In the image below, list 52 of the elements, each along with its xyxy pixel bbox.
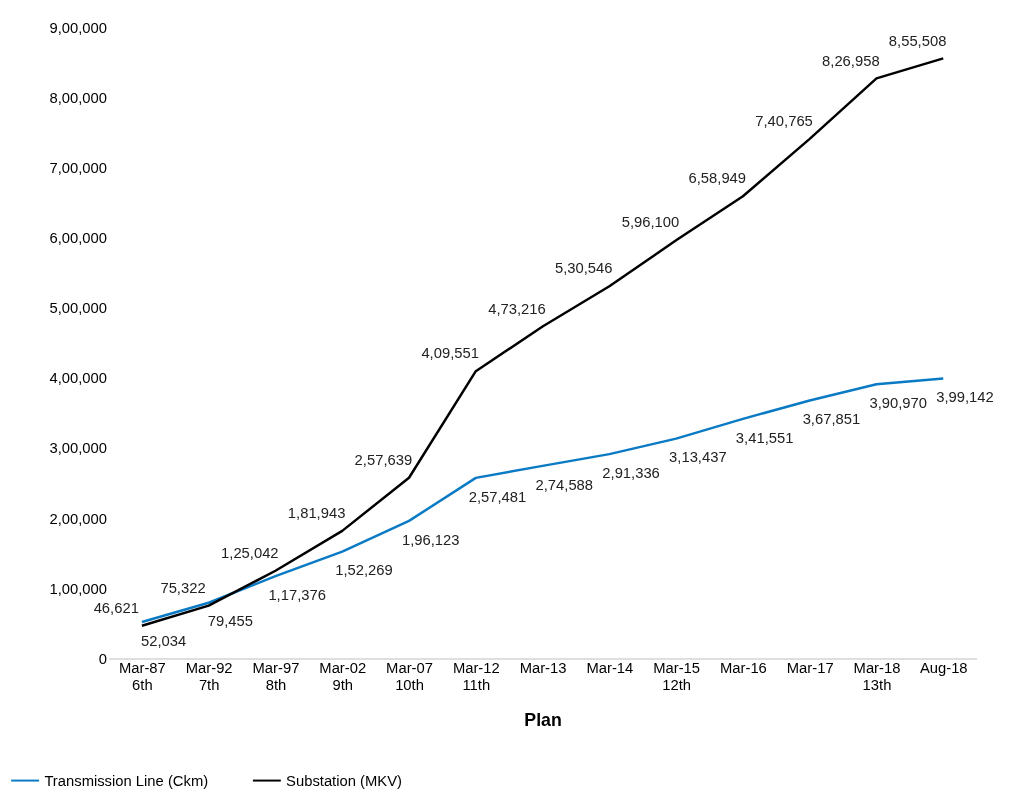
x-tick-label: Mar-02 9th — [319, 659, 367, 693]
y-tick-label: 1,00,000 — [49, 580, 108, 597]
data-label: 3,67,851 — [802, 411, 861, 428]
y-tick-label: 0 — [98, 650, 108, 667]
data-label: 5,96,100 — [621, 214, 680, 231]
x-tick-label: Mar-07 10th — [386, 659, 433, 693]
y-tick-label: 3,00,000 — [49, 440, 108, 457]
x-tick-label: Mar-97 8th — [252, 659, 300, 693]
data-label: 1,52,269 — [335, 562, 393, 579]
x-tick-label: Mar-12 11th — [452, 659, 500, 693]
data-label: 4,09,551 — [421, 345, 479, 362]
data-label: 75,322 — [160, 579, 206, 596]
y-tick-label: 4,00,000 — [49, 370, 108, 387]
data-label: 1,96,123 — [401, 531, 460, 548]
legend-label: Substation (MKV) — [286, 772, 402, 789]
y-tick-label: 5,00,000 — [49, 300, 108, 317]
x-tick-label: Mar-18 13th — [853, 659, 901, 693]
y-tick-label: 9,00,000 — [49, 19, 108, 36]
data-label: 1,17,376 — [268, 586, 326, 603]
x-tick-label: Mar-16 — [720, 659, 767, 676]
data-label: 8,55,508 — [888, 32, 947, 49]
data-label: 3,13,437 — [669, 449, 727, 466]
x-tick-label: Mar-13 — [519, 659, 567, 676]
data-label: 79,455 — [207, 613, 253, 630]
data-label: 6,58,949 — [688, 170, 747, 187]
data-label: 8,26,958 — [822, 52, 880, 69]
y-tick-label: 6,00,000 — [49, 230, 108, 247]
y-tick-label: 7,00,000 — [49, 159, 108, 176]
data-label: 5,30,546 — [554, 260, 613, 277]
data-label: 7,40,765 — [755, 113, 813, 130]
x-tick-label: Mar-17 — [786, 659, 834, 676]
data-label: 3,90,970 — [869, 394, 927, 411]
legend-label: Transmission Line (Ckm) — [44, 772, 209, 789]
data-label: 1,25,042 — [221, 544, 279, 561]
data-label: 52,034 — [141, 632, 187, 649]
data-label: 46,621 — [93, 599, 139, 616]
data-label: 2,74,588 — [535, 476, 594, 493]
data-label: 2,57,639 — [354, 451, 413, 468]
data-label: 2,57,481 — [468, 488, 527, 505]
data-label: 4,73,216 — [488, 300, 546, 317]
x-tick-label: Mar-14 — [586, 659, 634, 676]
y-tick-label: 2,00,000 — [49, 510, 108, 527]
data-label: 1,81,943 — [287, 505, 346, 522]
x-tick-label: Aug-18 — [919, 659, 968, 676]
data-label: 2,91,336 — [602, 464, 660, 481]
x-tick-label: Mar-92 7th — [185, 659, 233, 693]
data-label: 3,99,142 — [936, 389, 994, 406]
data-label: 3,41,551 — [735, 429, 794, 446]
x-axis-title: Plan — [524, 710, 562, 731]
x-tick-label: Mar-87 6th — [118, 659, 166, 693]
y-tick-label: 8,00,000 — [49, 89, 108, 106]
x-tick-label: Mar-15 12th — [653, 659, 701, 693]
